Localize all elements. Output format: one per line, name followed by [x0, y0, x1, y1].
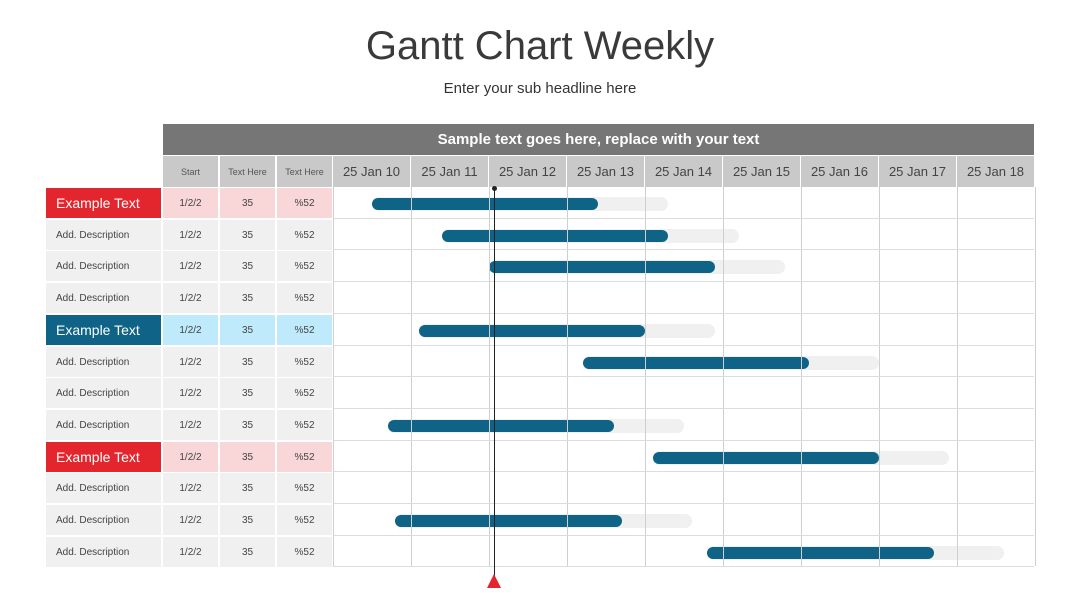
value-cell: 35 [220, 537, 275, 567]
gantt-bar[interactable] [582, 357, 809, 369]
column-header-start: Start [163, 156, 218, 187]
grid-horizontal-line [333, 313, 1034, 314]
start-cell: 1/2/2 [163, 315, 218, 345]
page-title: Gantt Chart Weekly [365, 24, 715, 68]
percent-cell: %52 [277, 315, 332, 345]
start-cell: 1/2/2 [163, 473, 218, 503]
percent-cell: %52 [277, 347, 332, 377]
value-cell: 35 [220, 347, 275, 377]
date-header-cell: 25 Jan 15 [723, 156, 800, 187]
task-label: Add. Description [46, 378, 161, 408]
grid-horizontal-line [333, 218, 1034, 219]
date-header-cell: 25 Jan 16 [801, 156, 878, 187]
group-label: Example Text [46, 442, 161, 472]
value-cell: 35 [220, 283, 275, 313]
grid-horizontal-line [333, 471, 1034, 472]
today-marker-triangle-icon[interactable] [487, 574, 501, 588]
percent-cell: %52 [277, 442, 332, 472]
start-cell: 1/2/2 [163, 378, 218, 408]
start-cell: 1/2/2 [163, 188, 218, 218]
column-header-text-2: Text Here [277, 156, 332, 187]
grid-horizontal-line [333, 376, 1034, 377]
value-cell: 35 [220, 378, 275, 408]
grid-horizontal-line [333, 281, 1034, 282]
start-cell: 1/2/2 [163, 537, 218, 567]
start-cell: 1/2/2 [163, 410, 218, 440]
value-cell: 35 [220, 251, 275, 281]
percent-cell: %52 [277, 251, 332, 281]
percent-cell: %52 [277, 283, 332, 313]
value-cell: 35 [220, 220, 275, 250]
start-cell: 1/2/2 [163, 283, 218, 313]
start-cell: 1/2/2 [163, 347, 218, 377]
task-label: Add. Description [46, 347, 161, 377]
date-header-cell: 25 Jan 14 [645, 156, 722, 187]
start-cell: 1/2/2 [163, 220, 218, 250]
value-cell: 35 [220, 315, 275, 345]
task-label: Add. Description [46, 410, 161, 440]
gantt-bar[interactable] [395, 515, 622, 527]
gantt-bar[interactable] [652, 452, 879, 464]
grid-horizontal-line [333, 566, 1034, 567]
gantt-bar[interactable] [372, 198, 599, 210]
percent-cell: %52 [277, 473, 332, 503]
task-label: Add. Description [46, 220, 161, 250]
grid-vertical-line [1035, 187, 1036, 566]
gantt-bar[interactable] [489, 261, 716, 273]
page-subtitle: Enter your sub headline here [443, 80, 637, 97]
percent-cell: %52 [277, 220, 332, 250]
task-label: Add. Description [46, 251, 161, 281]
value-cell: 35 [220, 188, 275, 218]
task-label: Add. Description [46, 283, 161, 313]
gantt-grid [333, 187, 1036, 567]
start-cell: 1/2/2 [163, 251, 218, 281]
percent-cell: %52 [277, 410, 332, 440]
date-header-cell: 25 Jan 17 [879, 156, 956, 187]
grid-horizontal-line [333, 440, 1034, 441]
value-cell: 35 [220, 410, 275, 440]
task-label: Add. Description [46, 473, 161, 503]
chart-banner: Sample text goes here, replace with your… [163, 124, 1034, 155]
grid-horizontal-line [333, 535, 1034, 536]
value-cell: 35 [220, 442, 275, 472]
value-cell: 35 [220, 473, 275, 503]
value-cell: 35 [220, 505, 275, 535]
grid-horizontal-line [333, 345, 1034, 346]
date-header-cell: 25 Jan 10 [333, 156, 410, 187]
percent-cell: %52 [277, 537, 332, 567]
grid-horizontal-line [333, 249, 1034, 250]
percent-cell: %52 [277, 505, 332, 535]
column-header-text-1: Text Here [220, 156, 275, 187]
today-marker-dot [492, 186, 497, 191]
date-header-cell: 25 Jan 11 [411, 156, 488, 187]
date-header-cell: 25 Jan 13 [567, 156, 644, 187]
task-label: Add. Description [46, 505, 161, 535]
group-label: Example Text [46, 315, 161, 345]
group-label: Example Text [46, 188, 161, 218]
gantt-bar[interactable] [442, 230, 669, 242]
date-header-cell: 25 Jan 18 [957, 156, 1034, 187]
grid-horizontal-line [333, 503, 1034, 504]
date-header-cell: 25 Jan 12 [489, 156, 566, 187]
percent-cell: %52 [277, 188, 332, 218]
start-cell: 1/2/2 [163, 442, 218, 472]
today-marker-line [494, 188, 495, 578]
start-cell: 1/2/2 [163, 505, 218, 535]
percent-cell: %52 [277, 378, 332, 408]
gantt-bar[interactable] [707, 547, 934, 559]
task-label: Add. Description [46, 537, 161, 567]
gantt-bar[interactable] [387, 420, 614, 432]
gantt-bar[interactable] [418, 325, 645, 337]
grid-horizontal-line [333, 408, 1034, 409]
